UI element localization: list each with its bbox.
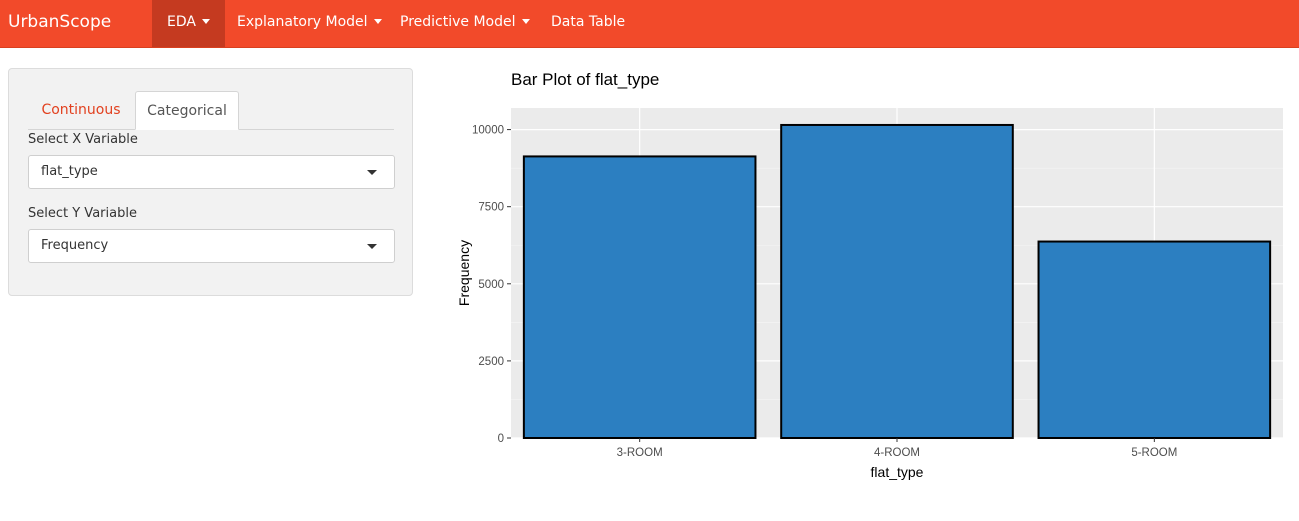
bar-5-room (1037, 240, 1272, 439)
y-variable-value: Frequency (41, 238, 109, 253)
app-brand[interactable]: UrbanScope (8, 12, 112, 32)
x-tick-label: 4-ROOM (874, 447, 920, 459)
dropdown-arrow-icon (367, 170, 377, 175)
sidebar-panel: Continuous Categorical Select X Variable… (8, 68, 413, 296)
nav-eda-label: EDA (167, 14, 196, 30)
y-variable-select[interactable]: Frequency (28, 229, 395, 263)
y-tick-label: 2500 (478, 356, 504, 368)
caret-down-icon (201, 18, 210, 24)
chart-title: Bar Plot of flat_type (511, 70, 660, 89)
x-variable-select[interactable]: flat_type (28, 155, 395, 189)
dropdown-arrow-icon (367, 244, 377, 249)
y-tick-label: 10000 (472, 125, 504, 137)
x-tick-label: 3-ROOM (617, 447, 663, 459)
y-tick-label: 5000 (478, 279, 504, 291)
y-tick-label: 0 (498, 433, 504, 445)
y-variable-label: Select Y Variable (28, 206, 137, 221)
bar-3-room (522, 155, 757, 439)
x-variable-label: Select X Variable (28, 132, 138, 147)
y-axis-title: Frequency (456, 240, 472, 306)
x-variable-value: flat_type (41, 164, 98, 179)
x-tick-label: 5-ROOM (1131, 447, 1177, 459)
caret-down-icon (373, 18, 382, 24)
navbar: UrbanScope EDA Explanatory Model Predict… (0, 0, 1299, 48)
nav-explanatory-model[interactable]: Explanatory Model (222, 0, 397, 47)
x-axis-title: flat_type (871, 464, 924, 480)
nav-data-table[interactable]: Data Table (536, 0, 640, 47)
bar-4-room (780, 123, 1014, 439)
nav-eda[interactable]: EDA (152, 0, 225, 47)
nav-predictive-model-label: Predictive Model (400, 14, 516, 30)
nav-data-table-label: Data Table (551, 14, 626, 30)
tab-continuous[interactable]: Continuous (41, 102, 121, 118)
bar-chart: 0 2500 5000 7500 10000 3-ROOM 4-ROOM 5-ROOM flat… (456, 108, 1283, 480)
tab-categorical[interactable]: Categorical (135, 91, 239, 130)
y-tick-label: 7500 (478, 202, 504, 214)
caret-down-icon (521, 18, 530, 24)
nav-predictive-model[interactable]: Predictive Model (385, 0, 545, 47)
nav-explanatory-model-label: Explanatory Model (237, 14, 368, 30)
